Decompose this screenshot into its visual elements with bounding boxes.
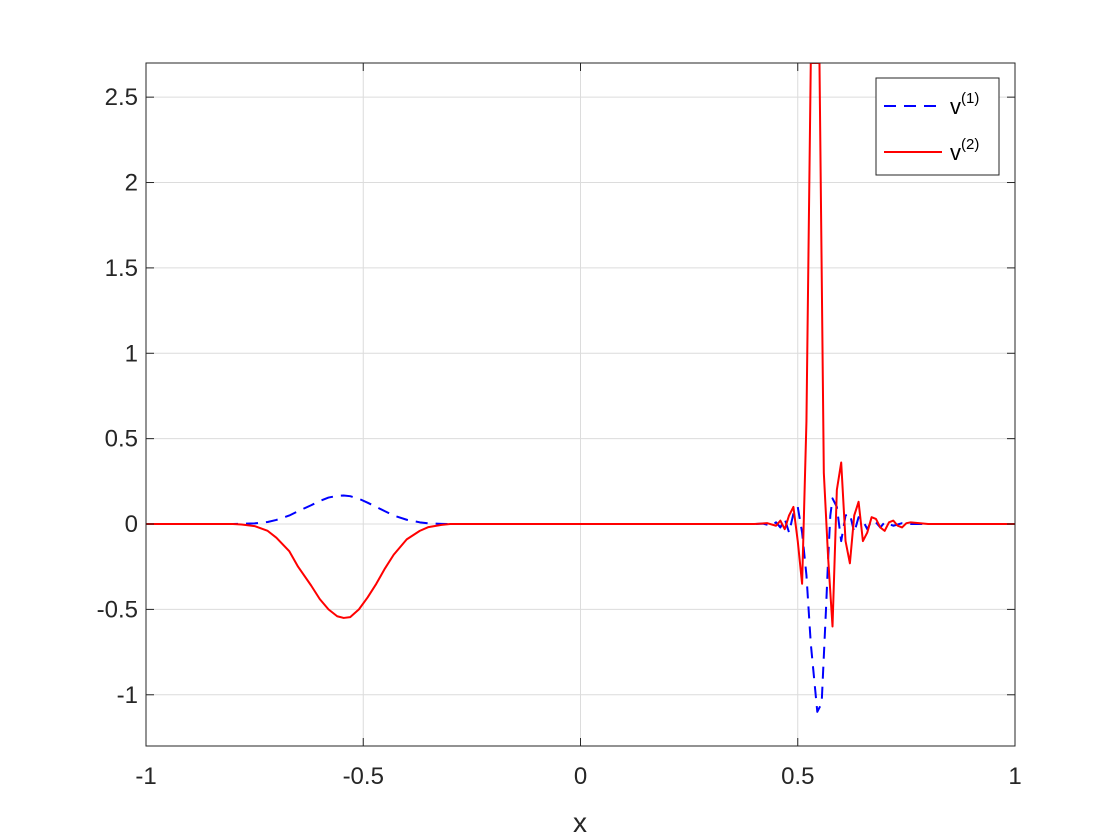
y-tick-label: -0.5: [97, 596, 138, 623]
legend-label-2: v(2): [950, 136, 979, 165]
x-tick-label: 0.5: [781, 763, 814, 790]
series-line-2: [146, 63, 1015, 628]
ticks: -1 -0.5 0 0.5 1 -1 -0.5 0 0.5 1 1.5 2 2.5: [97, 63, 1022, 790]
x-tick-label: 0: [574, 763, 587, 790]
x-tick-label: -1: [135, 763, 156, 790]
y-tick-label: 1: [125, 340, 138, 367]
legend-label-1: v(1): [950, 90, 979, 119]
x-tick-label: 1: [1008, 763, 1021, 790]
y-tick-label: -1: [117, 682, 138, 709]
y-tick-label: 0.5: [105, 426, 138, 453]
legend: v(1) v(2): [875, 77, 1000, 176]
x-axis-label: x: [573, 807, 587, 838]
x-tick-label: -0.5: [343, 763, 384, 790]
legend-box: [875, 77, 1000, 176]
y-tick-label: 2: [125, 170, 138, 197]
y-tick-label: 2.5: [105, 84, 138, 111]
series-line-1: [146, 494, 1015, 713]
y-tick-label: 1.5: [105, 255, 138, 282]
y-tick-label: 0: [125, 511, 138, 538]
series-layer: [146, 63, 1015, 713]
